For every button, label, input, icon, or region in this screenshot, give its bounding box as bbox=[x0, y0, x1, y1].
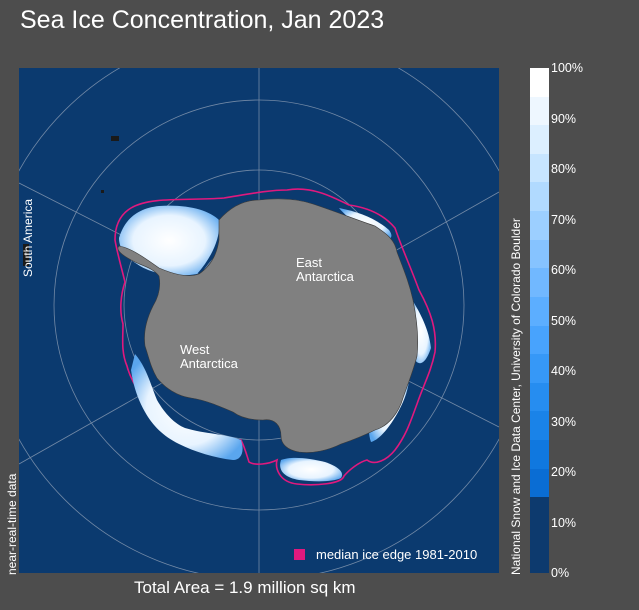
colorbar-tick-label: 70% bbox=[551, 212, 577, 227]
colorbar-tick-label: 30% bbox=[551, 414, 577, 429]
south-america-label: South America bbox=[21, 198, 35, 277]
total-area-label: Total Area = 1.9 million sq km bbox=[134, 578, 356, 597]
colorbar-segment bbox=[530, 497, 549, 573]
colorbar-segment bbox=[530, 211, 549, 241]
colorbar-segment bbox=[530, 96, 549, 126]
colorbar-tick-label: 90% bbox=[551, 111, 577, 126]
sea-ice-map bbox=[19, 68, 499, 573]
concentration-colorbar bbox=[530, 68, 549, 573]
colorbar-segment bbox=[530, 268, 549, 298]
nsidc-credit: National Snow and Ice Data Center, Unive… bbox=[509, 218, 523, 575]
colorbar-segment bbox=[530, 325, 549, 355]
colorbar-segment bbox=[530, 239, 549, 269]
colorbar-tick-label: 50% bbox=[551, 313, 577, 328]
colorbar-segment bbox=[530, 440, 549, 470]
colorbar-segment bbox=[530, 411, 549, 441]
colorbar-segment bbox=[530, 382, 549, 412]
south-america-islands bbox=[23, 136, 119, 266]
colorbar-segment bbox=[530, 182, 549, 212]
antarctica-landmass bbox=[117, 198, 419, 453]
colorbar-tick-label: 100% bbox=[551, 61, 583, 75]
west-antarctica-label: West Antarctica bbox=[180, 342, 238, 371]
colorbar-tick-label: 0% bbox=[551, 566, 570, 580]
median-ice-edge bbox=[114, 188, 437, 486]
near-real-time-label: near-real-time data bbox=[5, 473, 19, 575]
colorbar-tick-label: 80% bbox=[551, 162, 577, 176]
colorbar-segment bbox=[530, 68, 549, 98]
colorbar-tick-label: 40% bbox=[551, 364, 577, 378]
colorbar-tick-label: 10% bbox=[551, 515, 577, 530]
colorbar-tick-label: 20% bbox=[551, 465, 577, 479]
east-antarctica-label: East Antarctica bbox=[296, 255, 354, 284]
colorbar-segment bbox=[530, 153, 549, 183]
colorbar-segment bbox=[530, 354, 549, 384]
colorbar-segment bbox=[530, 468, 549, 498]
colorbar-segment bbox=[530, 296, 549, 327]
map-title: Sea Ice Concentration, Jan 2023 bbox=[20, 6, 385, 34]
median-edge-legend-label: median ice edge 1981-2010 bbox=[316, 547, 478, 562]
median-edge-legend-swatch bbox=[294, 549, 305, 560]
colorbar-tick-label: 60% bbox=[551, 263, 577, 277]
colorbar-segment bbox=[530, 125, 549, 155]
